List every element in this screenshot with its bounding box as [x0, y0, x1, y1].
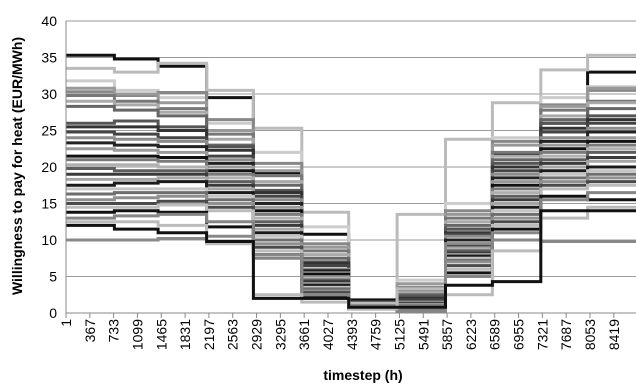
x-tick-label-1: 367	[82, 319, 98, 343]
x-tick-label-0: 1	[58, 319, 74, 327]
x-tick-label-15: 5491	[415, 319, 431, 350]
y-tick-label-8: 40	[41, 13, 57, 29]
y-tick-label-2: 10	[41, 232, 57, 248]
axes	[65, 21, 636, 318]
x-tick-label-18: 6589	[487, 319, 503, 350]
y-tick-label-1: 5	[49, 269, 57, 285]
x-tick-label-10: 3661	[296, 319, 312, 350]
y-tick-label-0: 0	[49, 305, 57, 321]
x-tick-label-7: 2563	[225, 319, 241, 350]
y-tick-label-6: 30	[41, 86, 57, 102]
x-tick-label-19: 6955	[511, 319, 527, 350]
x-tick-label-20: 7321	[534, 319, 550, 350]
x-tick-label-12: 4393	[344, 319, 360, 350]
y-tick-label-7: 35	[41, 50, 57, 66]
y-tick-label-4: 20	[41, 159, 57, 175]
y-axis-title: Willingness to pay for heat (EUR/MWh)	[9, 37, 25, 295]
x-tick-label-14: 5125	[391, 319, 407, 350]
x-tick-label-16: 5857	[439, 319, 455, 350]
x-tick-label-5: 1831	[177, 319, 193, 350]
series-line-30	[66, 209, 636, 309]
series-line-28	[66, 234, 636, 308]
x-tick-label-2: 733	[106, 319, 122, 343]
x-tick-label-13: 4759	[368, 319, 384, 350]
x-tick-label-21: 7687	[558, 319, 574, 350]
x-tick-label-17: 6223	[463, 319, 479, 350]
x-tick-label-9: 3295	[272, 319, 288, 350]
y-tick-labels: 0 5 10 15 20 25 30 35 40	[41, 13, 57, 321]
plot-area	[66, 53, 636, 313]
x-tick-label-8: 2929	[249, 319, 265, 350]
x-tick-label-4: 1465	[153, 319, 169, 350]
y-tick-label-5: 25	[41, 123, 57, 139]
x-axis-title: timestep (h)	[323, 367, 402, 383]
x-tick-label-11: 4027	[320, 319, 336, 350]
x-tick-label-22: 8053	[582, 319, 598, 350]
x-tick-label-6: 2197	[201, 319, 217, 350]
x-tick-label-3: 1099	[129, 319, 145, 350]
y-tick-label-3: 15	[41, 196, 57, 212]
x-tick-labels: 1 367 733 1099 1465 1831 2197 2563 2929 3295 3661 4…	[58, 319, 622, 350]
x-tick-label-23: 8419	[606, 319, 622, 350]
